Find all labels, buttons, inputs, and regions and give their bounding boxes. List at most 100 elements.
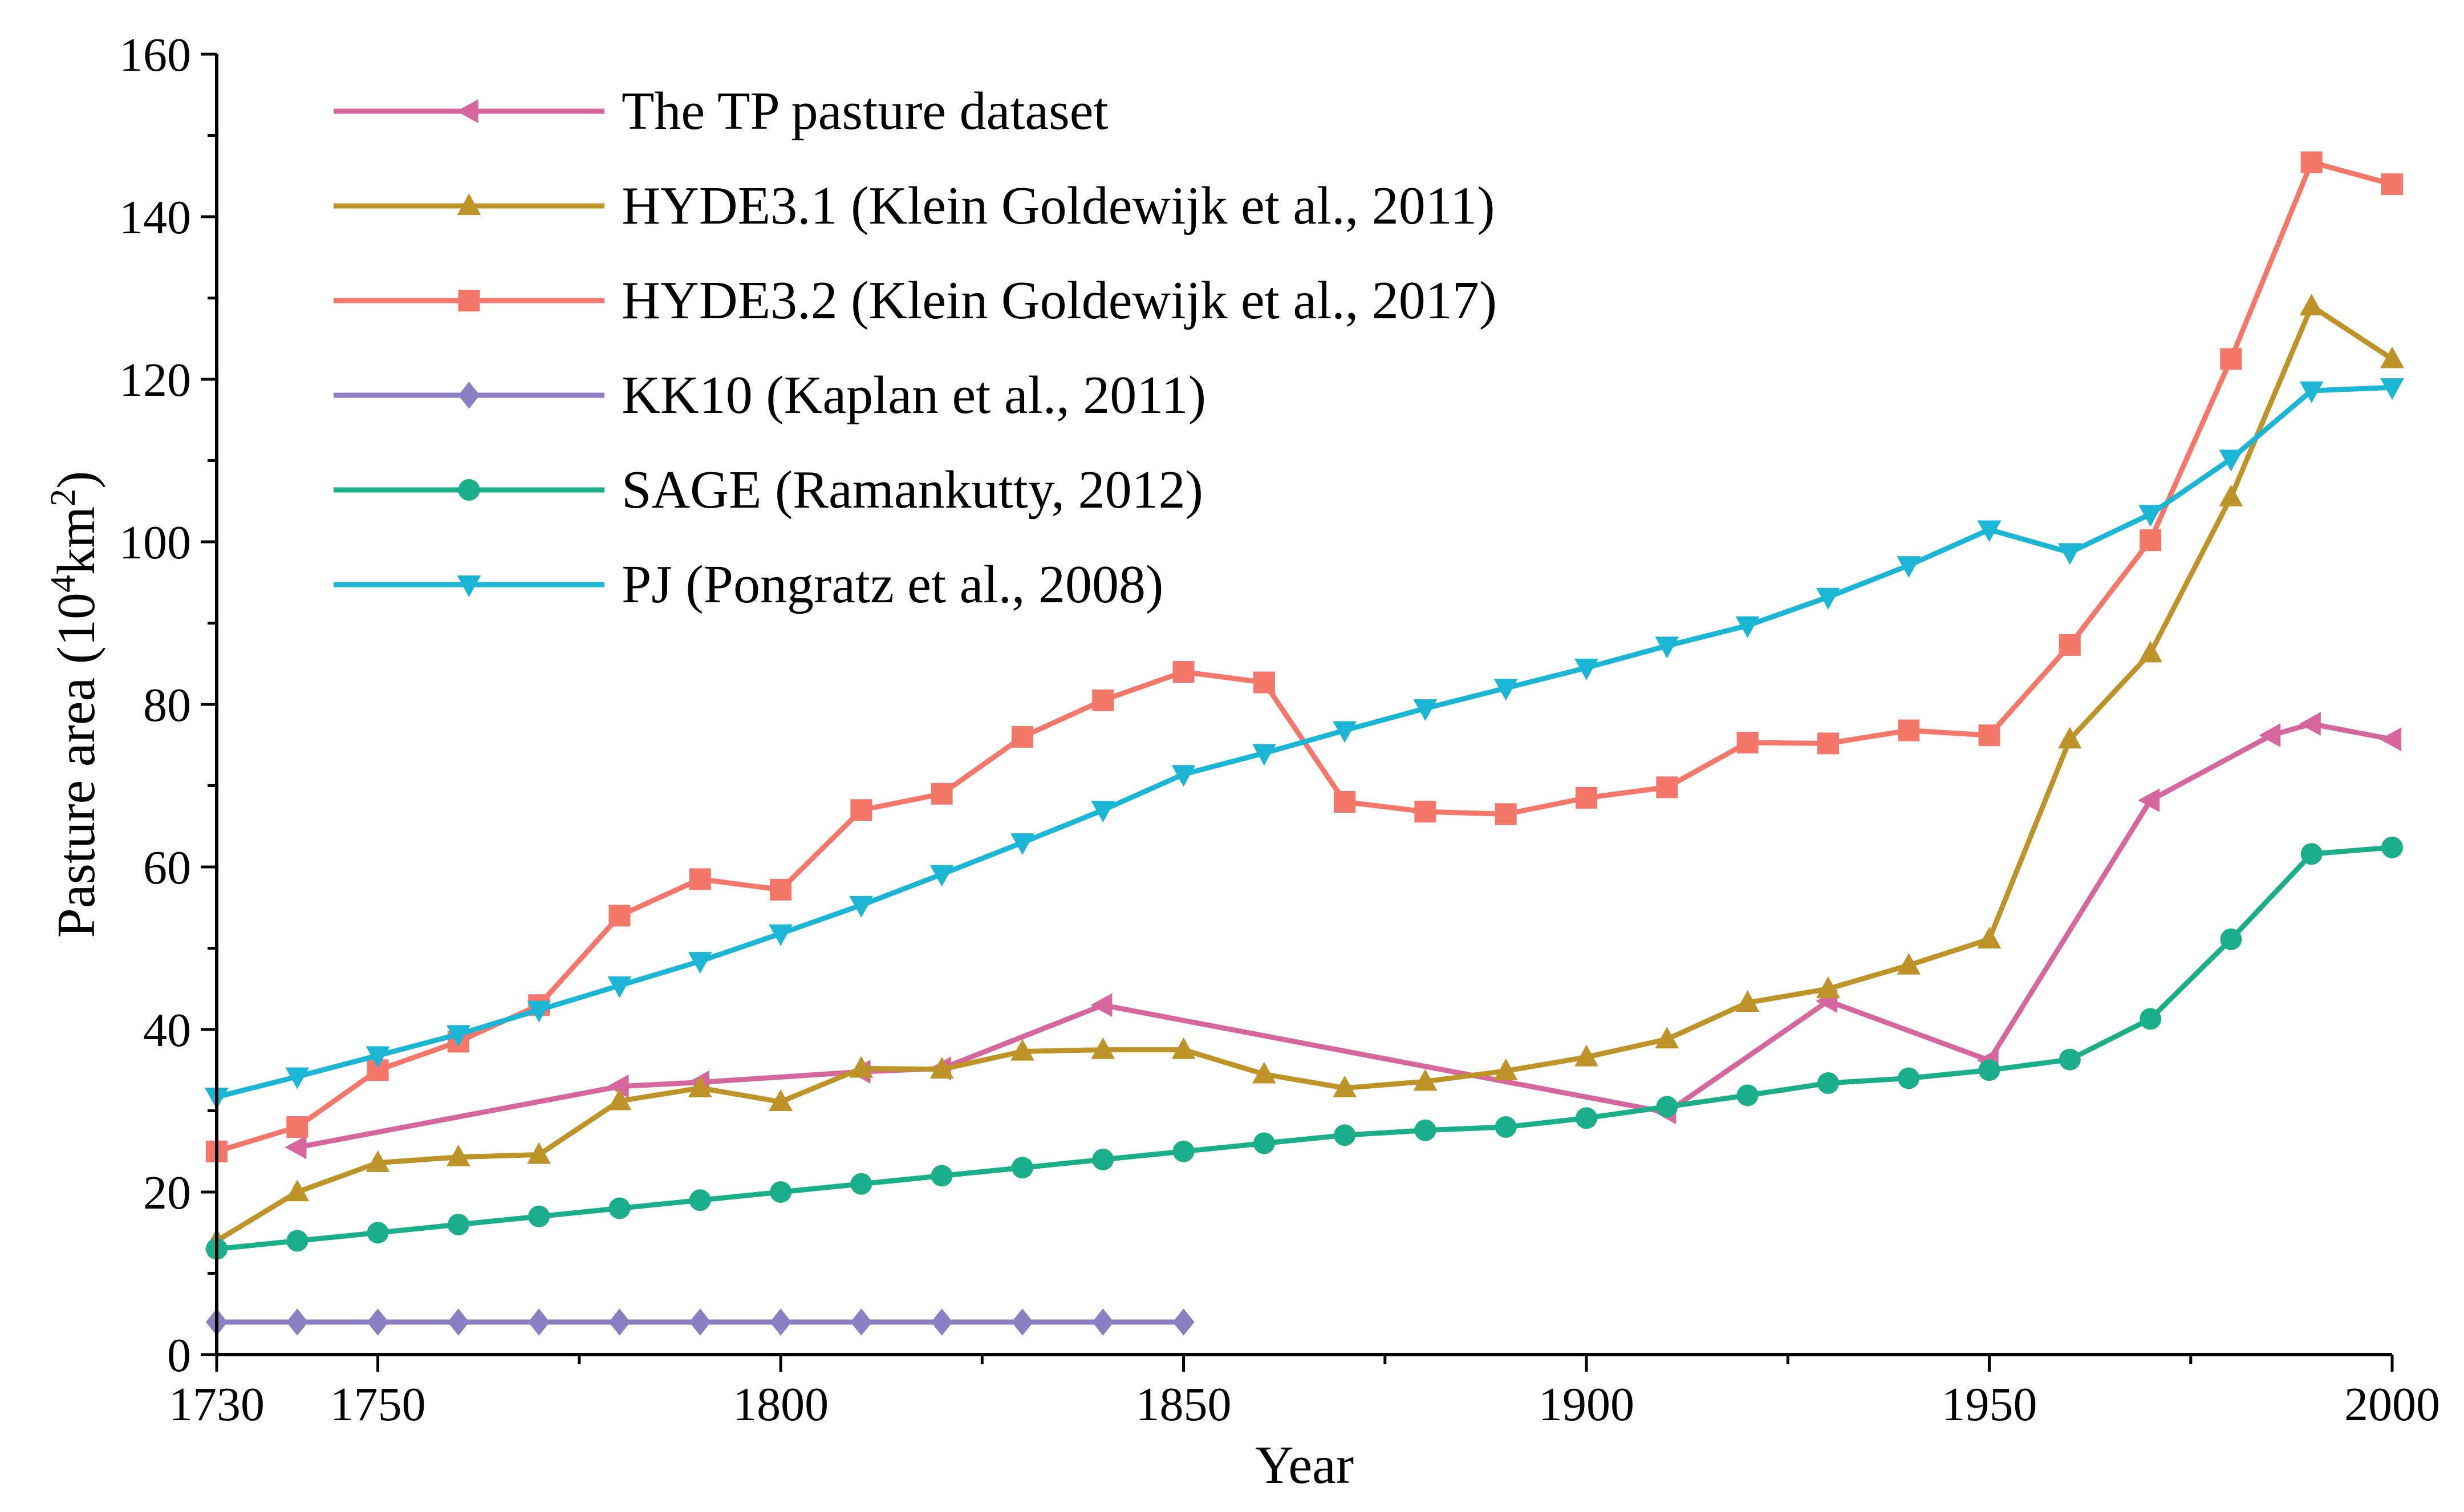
series-4 <box>206 836 2403 1260</box>
data-point <box>1011 1308 1033 1336</box>
data-point <box>1252 1061 1276 1084</box>
data-point <box>1656 776 1678 798</box>
legend-label: KK10 (Kaplan et al., 2011) <box>622 366 1206 425</box>
data-point <box>446 1144 470 1166</box>
series-line-5 <box>216 384 2393 1100</box>
axes: 0 20 40 60 80 100 120 140 160 1730 1750 1800 1850 190… <box>119 29 2440 1431</box>
y-tick-label: 40 <box>143 1004 191 1057</box>
data-point <box>1736 1084 1759 1106</box>
data-point <box>1253 1132 1275 1154</box>
data-point <box>1171 765 1196 787</box>
data-point <box>1333 1075 1357 1097</box>
data-point <box>2381 173 2403 195</box>
x-tick-label: 1850 <box>1136 1378 1232 1431</box>
data-point <box>931 783 953 805</box>
data-point <box>929 1056 954 1079</box>
data-point <box>1574 1044 1598 1067</box>
data-point <box>2219 484 2243 506</box>
legend-label: HYDE3.1 (Klein Goldewijk et al., 2011) <box>622 176 1495 236</box>
data-point <box>2140 529 2162 552</box>
data-point <box>1897 952 1921 975</box>
data-point <box>2259 723 2281 748</box>
data-point <box>446 1025 470 1047</box>
data-point <box>931 1165 953 1187</box>
data-point <box>2059 634 2081 656</box>
data-point <box>1816 976 1840 998</box>
series-3 <box>206 1308 1195 1336</box>
data-point <box>1172 1308 1195 1336</box>
data-point <box>2138 505 2163 527</box>
series-line-1 <box>215 303 2394 1243</box>
legend-marker <box>458 479 480 501</box>
data-point <box>2380 378 2404 400</box>
data-point <box>2300 151 2323 173</box>
data-point <box>607 1074 629 1098</box>
data-point <box>2220 348 2242 370</box>
data-point <box>528 1308 550 1336</box>
data-point <box>1414 801 1436 823</box>
data-point <box>285 1067 310 1089</box>
y-tick-label: 100 <box>119 516 191 569</box>
data-point <box>1092 1149 1114 1170</box>
data-point <box>2059 1048 2081 1071</box>
data-point <box>2380 727 2402 752</box>
y-tick-label: 20 <box>143 1166 191 1219</box>
data-point <box>366 1046 390 1068</box>
legend-label: HYDE3.2 (Klein Goldewijk et al., 2017) <box>622 271 1497 330</box>
data-point <box>688 952 712 974</box>
data-point <box>1655 637 1679 659</box>
data-point <box>527 1142 551 1164</box>
data-point <box>1011 726 1033 748</box>
series-layer <box>205 151 2404 1336</box>
data-point <box>1898 719 1920 741</box>
data-point <box>1090 993 1113 1018</box>
legend-marker <box>456 99 478 123</box>
data-point <box>1252 744 1276 766</box>
data-point <box>1091 1037 1115 1059</box>
data-point <box>366 1150 390 1172</box>
data-point <box>528 1205 550 1227</box>
data-point <box>527 1000 551 1023</box>
data-point <box>1897 556 1921 578</box>
legend-item-4: SAGE (Ramankutty, 2012) <box>334 460 1203 520</box>
data-point <box>1576 1107 1598 1129</box>
data-point <box>608 1308 631 1336</box>
data-point <box>2220 928 2242 950</box>
legend-item-3: KK10 (Kaplan et al., 2011) <box>334 366 1206 425</box>
data-point <box>608 1197 631 1219</box>
data-point <box>1091 801 1115 823</box>
data-point <box>2299 293 2324 315</box>
data-point <box>929 865 954 887</box>
data-point <box>2138 788 2160 813</box>
legend-marker <box>457 575 481 597</box>
data-point <box>286 1230 308 1252</box>
data-point <box>1334 791 1356 813</box>
data-point <box>1735 990 1760 1012</box>
data-point <box>931 1308 953 1336</box>
data-point <box>1334 1124 1356 1146</box>
data-point <box>447 1308 469 1336</box>
y-tick-label: 120 <box>119 354 191 407</box>
data-point <box>850 1173 872 1195</box>
data-point <box>2219 449 2243 472</box>
data-point <box>689 1189 711 1211</box>
data-point <box>770 878 792 901</box>
legend: The TP pasture dataset HYDE3.1 (Klein Gol… <box>334 82 1497 614</box>
data-point <box>2299 381 2324 403</box>
data-point <box>1413 699 1438 721</box>
data-point <box>1092 1308 1114 1336</box>
data-point <box>447 1214 469 1235</box>
data-point <box>2299 712 2321 736</box>
data-point <box>2380 346 2404 368</box>
data-point <box>1817 732 1839 755</box>
legend-marker <box>458 290 480 311</box>
series-5 <box>205 378 2404 1110</box>
data-point <box>1172 1140 1195 1162</box>
x-tick-label: 1750 <box>330 1378 426 1431</box>
data-point <box>607 1088 632 1110</box>
data-point <box>769 924 793 946</box>
data-point <box>1092 689 1114 711</box>
data-point <box>1171 1037 1196 1059</box>
data-point <box>849 1056 874 1078</box>
